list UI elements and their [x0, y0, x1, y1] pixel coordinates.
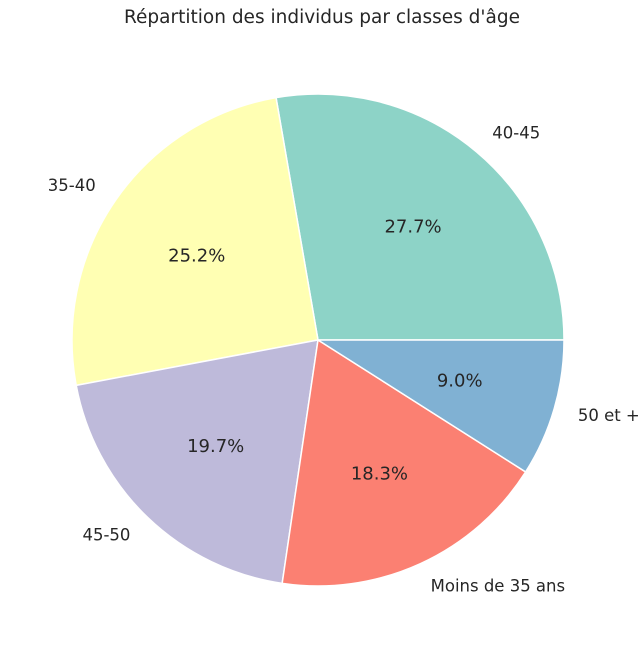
- percent-label: 9.0%: [437, 371, 483, 392]
- percent-labels: 27.7% 25.2% 19.7% 18.3% 9.0%: [168, 217, 482, 485]
- category-label: 45-50: [82, 526, 130, 545]
- category-label: 35-40: [48, 176, 96, 195]
- category-label: 40-45: [492, 123, 540, 142]
- percent-label: 25.2%: [168, 245, 225, 266]
- category-label: Moins de 35 ans: [431, 577, 566, 596]
- pie-slice-50-et: [317, 339, 565, 473]
- category-label: 50 et +: [578, 406, 640, 425]
- percent-label: 27.7%: [384, 217, 441, 238]
- pie-slice-40-45: [275, 93, 565, 341]
- pie-slices: [71, 93, 565, 587]
- percent-label: 18.3%: [351, 464, 408, 485]
- pie-slice-35-40: [71, 96, 319, 387]
- category-labels: 40-45 35-40 45-50 Moins de 35 ans 50 et +: [48, 123, 640, 595]
- chart-title: Répartition des individus par classes d'…: [124, 7, 520, 28]
- pie-slice-moins-de-35-ans: [281, 339, 527, 587]
- pie-slice-45-50: [75, 339, 319, 585]
- percent-label: 19.7%: [187, 436, 244, 457]
